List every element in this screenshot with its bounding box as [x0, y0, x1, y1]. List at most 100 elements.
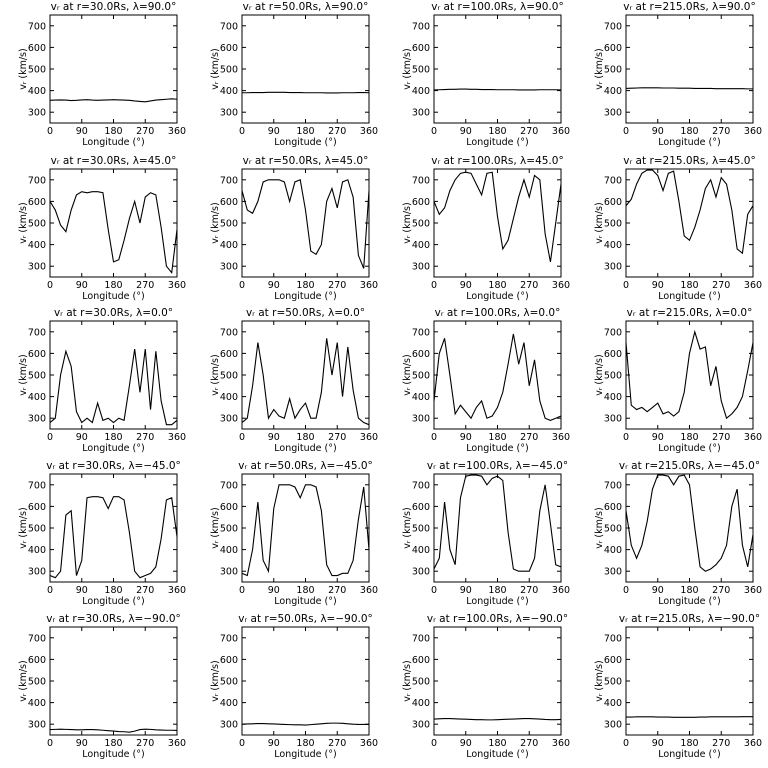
y-tick-label: 600: [604, 43, 622, 54]
panel-title: vᵣ at r=100.0Rs, λ=0.0°: [435, 307, 561, 319]
x-tick-label: 0: [431, 126, 437, 137]
x-tick-label: 270: [520, 585, 538, 596]
y-tick-label: 500: [604, 677, 622, 688]
x-axis-label: Longitude (°): [658, 137, 720, 148]
panel: vᵣ at r=215.0Rs, λ=45.0° Longitude (°) vᵣ …: [594, 155, 762, 302]
y-tick-label: 300: [412, 414, 430, 425]
data-line: [241, 484, 370, 577]
panel: vᵣ at r=100.0Rs, λ=−45.0° Longitude (°) vᵣ…: [402, 460, 570, 607]
x-tick-label: 180: [104, 280, 122, 291]
y-tick-label: 600: [220, 349, 238, 360]
panel: vᵣ at r=30.0Rs, λ=−90.0° Longitude (°) vᵣ …: [18, 613, 186, 760]
y-tick-label: 600: [412, 349, 430, 360]
y-tick-label: 300: [28, 108, 46, 119]
data-line: [49, 349, 178, 426]
y-tick-label: 700: [220, 175, 238, 186]
y-tick-label: 700: [28, 633, 46, 644]
panel-title: vᵣ at r=100.0Rs, λ=−45.0°: [427, 460, 568, 472]
x-tick-label: 90: [268, 738, 280, 749]
plot-frame: [433, 14, 562, 124]
x-tick-label: 270: [520, 432, 538, 443]
y-tick-label: 600: [220, 502, 238, 513]
x-axis-label: Longitude (°): [274, 443, 336, 454]
panel: vᵣ at r=50.0Rs, λ=90.0° Longitude (°) vᵣ (…: [210, 1, 378, 148]
y-tick-label: 300: [412, 567, 430, 578]
y-tick-label: 300: [412, 262, 430, 273]
y-tick-label: 700: [412, 480, 430, 491]
x-tick-label: 0: [239, 585, 245, 596]
x-tick-label: 0: [623, 280, 629, 291]
x-tick-label: 360: [360, 738, 378, 749]
x-tick-label: 270: [712, 738, 730, 749]
x-tick-label: 270: [328, 432, 346, 443]
x-tick-label: 90: [268, 126, 280, 137]
y-tick-label: 300: [604, 720, 622, 731]
y-axis-label: vᵣ (km/s): [594, 354, 605, 395]
x-tick-label: 270: [712, 585, 730, 596]
x-tick-label: 360: [360, 432, 378, 443]
data-line: [433, 718, 562, 721]
x-tick-label: 90: [268, 585, 280, 596]
x-tick-label: 180: [296, 432, 314, 443]
panel-title: vᵣ at r=30.0Rs, λ=−45.0°: [46, 460, 181, 472]
y-tick-label: 300: [412, 108, 430, 119]
x-axis-label: Longitude (°): [466, 291, 528, 302]
x-tick-label: 0: [431, 432, 437, 443]
y-tick-label: 400: [412, 392, 430, 403]
x-tick-label: 270: [136, 738, 154, 749]
y-tick-label: 400: [604, 240, 622, 251]
y-tick-label: 400: [220, 86, 238, 97]
y-tick-label: 700: [28, 175, 46, 186]
panel-title: vᵣ at r=30.0Rs, λ=90.0°: [51, 1, 177, 13]
y-tick-label: 700: [28, 327, 46, 338]
plot-frame: [625, 626, 754, 736]
x-tick-label: 360: [168, 126, 186, 137]
y-tick-label: 500: [220, 219, 238, 230]
y-tick-label: 300: [604, 108, 622, 119]
x-tick-label: 0: [431, 738, 437, 749]
x-axis-label: Longitude (°): [466, 749, 528, 760]
x-tick-label: 270: [328, 280, 346, 291]
data-line: [49, 728, 178, 733]
y-tick-label: 300: [604, 567, 622, 578]
y-tick-label: 700: [220, 633, 238, 644]
y-axis-label: vᵣ (km/s): [18, 48, 29, 89]
y-tick-label: 700: [412, 21, 430, 32]
y-axis-label: vᵣ (km/s): [210, 48, 221, 89]
x-axis-label: Longitude (°): [658, 749, 720, 760]
x-tick-label: 0: [623, 432, 629, 443]
plot-frame: [49, 14, 178, 124]
x-tick-label: 180: [488, 280, 506, 291]
panel: vᵣ at r=100.0Rs, λ=−90.0° Longitude (°) vᵣ…: [402, 613, 570, 760]
y-tick-label: 400: [604, 698, 622, 709]
y-axis-label: vᵣ (km/s): [402, 507, 413, 548]
x-axis-label: Longitude (°): [82, 137, 144, 148]
data-line: [625, 87, 753, 90]
x-axis-label: Longitude (°): [82, 596, 144, 607]
x-tick-label: 90: [460, 432, 472, 443]
x-tick-label: 90: [460, 585, 472, 596]
y-tick-label: 300: [220, 414, 238, 425]
x-tick-label: 270: [520, 280, 538, 291]
x-axis-label: Longitude (°): [658, 596, 720, 607]
data-line: [242, 91, 370, 94]
panel: vᵣ at r=215.0Rs, λ=90.0° Longitude (°) vᵣ …: [594, 1, 762, 148]
y-tick-label: 400: [28, 86, 46, 97]
y-tick-label: 400: [220, 545, 238, 556]
x-tick-label: 180: [296, 738, 314, 749]
y-tick-label: 600: [412, 502, 430, 513]
y-tick-label: 700: [412, 175, 430, 186]
x-tick-label: 270: [136, 585, 154, 596]
data-line: [49, 496, 178, 579]
panel-title: vᵣ at r=100.0Rs, λ=45.0°: [431, 155, 563, 167]
x-tick-label: 90: [268, 432, 280, 443]
panel-title: vᵣ at r=30.0Rs, λ=−90.0°: [46, 613, 181, 625]
y-tick-label: 300: [604, 262, 622, 273]
x-tick-label: 270: [328, 738, 346, 749]
y-tick-label: 500: [28, 65, 46, 76]
x-axis-label: Longitude (°): [82, 443, 144, 454]
x-tick-label: 360: [552, 280, 570, 291]
panel-title: vᵣ at r=100.0Rs, λ=90.0°: [431, 1, 563, 13]
y-tick-label: 600: [28, 43, 46, 54]
plot-frame: [625, 320, 754, 430]
